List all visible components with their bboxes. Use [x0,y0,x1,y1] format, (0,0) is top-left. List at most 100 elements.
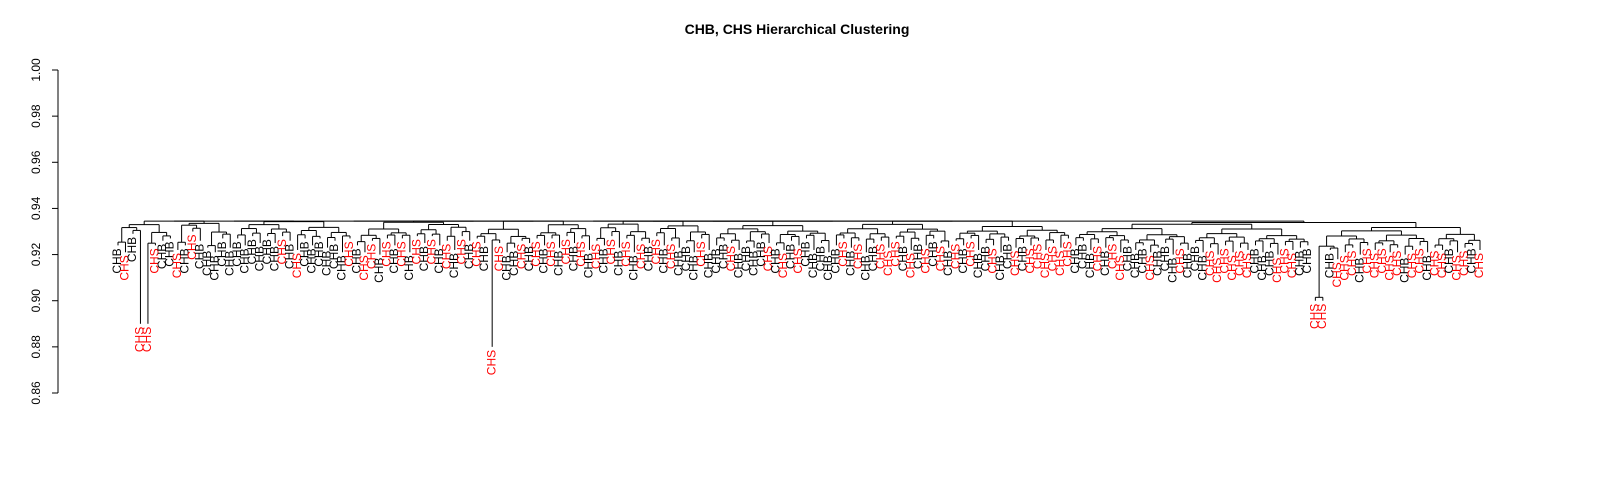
leaf-label: CHB [1016,246,1030,271]
leaf-label: CHB [522,246,536,271]
leaf-label: CHS [357,255,371,280]
leaf-label: CHS [791,248,805,273]
leaf-label: CHS [1337,255,1351,280]
y-tick-label: 0.90 [29,289,43,313]
leaf-label: CHB [926,241,940,266]
leaf-label: CHB [821,255,835,280]
leaf-label: CHB [859,255,873,280]
leaf-label: CHB [1300,248,1314,273]
leaf-label: CHS [589,244,603,269]
leaf-label: CHB [806,253,820,278]
leaf-label: CHB [507,251,521,276]
leaf-label: CHB [1158,246,1172,271]
leaf-labels: CHBCHSCHBCHSCHSCHSCHBCHBCHSCHBCHSCHBCHBC… [110,235,1486,376]
leaf-label: CHB [462,244,476,269]
leaf-label: CHS [1143,255,1157,280]
leaf-label: CHB [260,239,274,264]
y-tick-label: 0.86 [29,381,43,405]
leaf-label: CHS [1046,246,1060,271]
leaf-label: CHB [155,244,169,269]
leaf-label: CHB [709,248,723,273]
leaf-label: CHB [993,255,1007,280]
leaf-label: CHS [776,253,790,278]
leaf-label: CHB [215,241,229,266]
leaf-label: CHB [327,244,341,269]
leaf-label: CHB [1001,244,1015,269]
leaf-label: CHS [918,248,932,273]
leaf-label: CHB [829,248,843,273]
leaf-label: CHB [163,241,177,266]
leaf-label: CHB [230,241,244,266]
leaf-label: CHB [402,255,416,280]
leaf-label: CHS [1427,251,1441,276]
leaf-label: CHB [731,253,745,278]
leaf-label: CHS [544,241,558,266]
leaf-label: CHB [335,255,349,280]
leaf-label: CHB [814,246,828,271]
leaf-label: CHB [582,253,596,278]
leaf-label: CHS [365,244,379,269]
leaf-label: CHS [963,241,977,266]
leaf-label: CHS [342,241,356,266]
leaf-label: CHS [439,244,453,269]
leaf-label: CHS [948,244,962,269]
leaf-label: CHS [1210,258,1224,283]
leaf-label: CHS [1360,248,1374,273]
leaf-label: CHS [1173,248,1187,273]
leaf-label: CHB [597,248,611,273]
leaf-label: CHB [1323,253,1337,278]
leaf-label: CHS [903,253,917,278]
leaf-label: CHB [282,244,296,269]
leaf-label: CHB [1352,258,1366,283]
leaf-label: CHB [1120,246,1134,271]
leaf-label: CHS [1008,251,1022,276]
leaf-label: CHB [956,248,970,273]
leaf-label: CHS [1435,253,1449,278]
leaf-label: CHB [1465,248,1479,273]
leaf-label: CHS [1375,248,1389,273]
leaf-label: CHS [634,244,648,269]
leaf-label: CHB [1165,258,1179,283]
leaf-label: CHS [133,327,147,352]
leaf-label: CHS [836,241,850,266]
leaf-label: CHS [1367,253,1381,278]
leaf-label: CHB [784,244,798,269]
leaf-label: CHB [447,253,461,278]
leaf-label: CHB [1098,251,1112,276]
leaf-label: CHS [1285,253,1299,278]
leaf-label: CHB [222,251,236,276]
leaf-label: CHS [170,253,184,278]
y-tick-label: 0.96 [29,150,43,174]
leaf-label: CHS [851,244,865,269]
leaf-label: CHB [387,248,401,273]
leaf-label: CHB [716,244,730,269]
leaf-label: CHB [1263,251,1277,276]
leaf-label: CHS [1308,304,1322,329]
leaf-label: CHS [395,241,409,266]
leaf-label: CHB [1128,253,1142,278]
leaf-label: CHS [574,241,588,266]
leaf-label: CHB [125,237,139,262]
leaf-label: CHS [1450,255,1464,280]
leaf-label: CHS [529,241,543,266]
leaf-label: CHB [305,248,319,273]
leaf-label: CHS [1382,255,1396,280]
leaf-label: CHB [627,255,641,280]
leaf-label: CHS [1412,248,1426,273]
leaf-label: CHB [896,246,910,271]
leaf-label: CHB [499,255,513,280]
leaf-label: CHB [320,251,334,276]
leaf-label: CHB [1195,255,1209,280]
leaf-label: CHS [290,253,304,278]
leaf-label: CHB [978,246,992,271]
leaf-label: CHS [1233,251,1247,276]
leaf-label: CHB [237,248,251,273]
leaf-label: CHS [1225,255,1239,280]
leaf-label: CHB [769,248,783,273]
leaf-label: CHB [1068,248,1082,273]
leaf-label: CHS [1472,253,1486,278]
leaf-label: CHB [477,246,491,271]
leaf-label: CHS [454,239,468,264]
leaf-label: CHS [275,239,289,264]
